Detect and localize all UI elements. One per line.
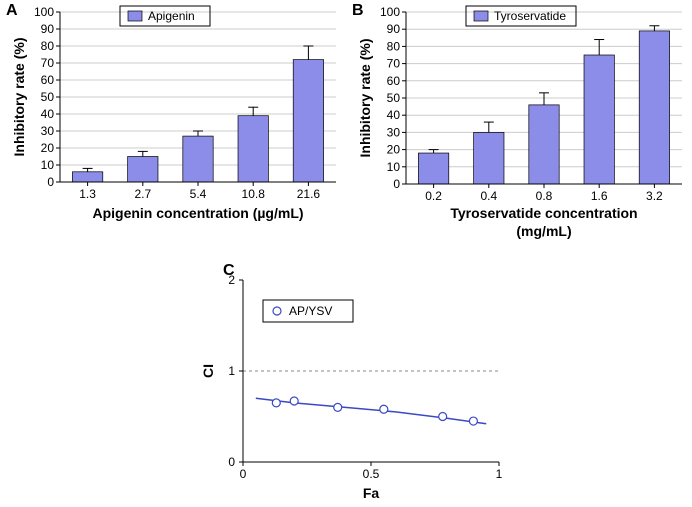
svg-text:3.2: 3.2 [646, 189, 663, 203]
svg-text:20: 20 [387, 143, 401, 157]
svg-text:30: 30 [41, 124, 55, 138]
svg-text:60: 60 [387, 74, 401, 88]
svg-text:50: 50 [387, 91, 401, 105]
svg-text:Apigenin concentration (µg/mL): Apigenin concentration (µg/mL) [92, 205, 303, 221]
svg-text:Inhibitory rate (%): Inhibitory rate (%) [11, 37, 27, 156]
svg-text:21.6: 21.6 [297, 187, 321, 201]
svg-text:AP/YSV: AP/YSV [289, 304, 332, 318]
panel-a-label: A [6, 2, 18, 20]
svg-text:0.8: 0.8 [536, 189, 553, 203]
panel-b-label: B [352, 2, 364, 20]
svg-text:100: 100 [380, 5, 400, 19]
chart-a: 0 10 20 30 40 50 60 70 80 90 100 1.3 2.7 5.4 10.8 21.6 I… [0, 0, 346, 230]
svg-text:0: 0 [393, 177, 400, 191]
svg-text:60: 60 [41, 73, 55, 87]
svg-text:1: 1 [228, 364, 235, 378]
svg-text:1.3: 1.3 [79, 187, 96, 201]
svg-text:Inhibitory rate (%): Inhibitory rate (%) [357, 38, 373, 157]
panel-a: A 0 10 20 30 40 50 60 70 80 90 100 1.3 2.7 5.4 10.8 21.… [0, 0, 346, 230]
svg-text:0: 0 [47, 175, 54, 189]
svg-text:90: 90 [41, 22, 55, 36]
svg-text:40: 40 [41, 107, 55, 121]
svg-text:100: 100 [34, 5, 54, 19]
svg-text:50: 50 [41, 90, 55, 104]
panel-c: C 01200.51CIFaAP/YSV [173, 260, 519, 507]
svg-text:10: 10 [387, 160, 401, 174]
svg-text:0: 0 [240, 467, 247, 481]
svg-text:1: 1 [496, 467, 503, 481]
svg-text:10.8: 10.8 [242, 187, 266, 201]
panel-c-label: C [223, 262, 235, 280]
svg-text:2.7: 2.7 [134, 187, 151, 201]
svg-text:Apigenin: Apigenin [148, 9, 195, 23]
svg-text:CI: CI [200, 364, 216, 378]
panel-b: B 0 10 20 30 40 50 60 70 80 90 100 0.2 0.4 0.8 1.6 3.2 I… [346, 0, 692, 250]
chart-c: 01200.51CIFaAP/YSV [173, 260, 519, 507]
svg-text:70: 70 [387, 57, 401, 71]
svg-text:40: 40 [387, 108, 401, 122]
svg-text:Fa: Fa [363, 485, 380, 501]
svg-text:30: 30 [387, 125, 401, 139]
svg-text:80: 80 [387, 39, 401, 53]
svg-text:5.4: 5.4 [190, 187, 207, 201]
svg-text:90: 90 [387, 22, 401, 36]
svg-text:0.2: 0.2 [425, 189, 442, 203]
svg-text:(mg/mL): (mg/mL) [516, 223, 571, 239]
svg-text:80: 80 [41, 39, 55, 53]
svg-text:10: 10 [41, 158, 55, 172]
chart-b: 0 10 20 30 40 50 60 70 80 90 100 0.2 0.4 0.8 1.6 3.2 Inh… [346, 0, 692, 250]
svg-text:0.4: 0.4 [480, 189, 497, 203]
svg-text:0.5: 0.5 [363, 467, 380, 481]
svg-text:Tyroservatide: Tyroservatide [494, 9, 566, 23]
svg-text:0: 0 [228, 455, 235, 469]
svg-text:1.6: 1.6 [591, 189, 608, 203]
svg-text:20: 20 [41, 141, 55, 155]
svg-text:Tyroservatide concentration: Tyroservatide concentration [450, 205, 637, 221]
svg-text:70: 70 [41, 56, 55, 70]
